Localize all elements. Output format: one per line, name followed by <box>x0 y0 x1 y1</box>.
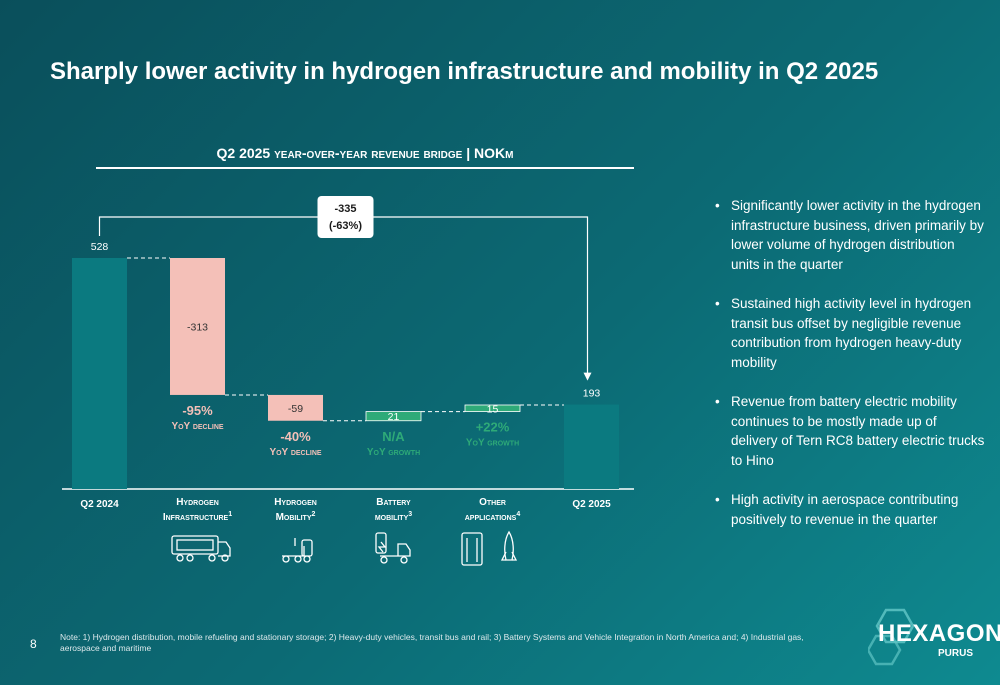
bullet-item: Revenue from battery electric mobility c… <box>715 392 985 470</box>
value-label-0: 528 <box>91 241 109 253</box>
logo-text: HEXAGON <box>878 620 1000 647</box>
category-sublabel-4: applications4 <box>465 511 521 523</box>
category-label-2: Hydrogen <box>274 497 317 508</box>
truck-trailer-icon <box>171 535 231 562</box>
yoy-caption-2: YoY decline <box>269 447 321 458</box>
bar-2 <box>268 394 323 421</box>
bullet-item: High activity in aerospace contributing … <box>715 490 985 529</box>
heavy-truck-icon <box>282 538 313 563</box>
pct-label-2: -40% <box>280 429 311 444</box>
category-label-4: Other <box>479 497 506 508</box>
page-title: Sharply lower activity in hydrogen infra… <box>50 58 879 85</box>
logo-subtext: PURUS <box>938 648 974 659</box>
footnote: Note: 1) Hydrogen distribution, mobile r… <box>60 632 804 653</box>
pct-label-4: +22% <box>476 420 510 435</box>
bar-3 <box>365 411 422 422</box>
hexagon-purus-logo: HEXAGON PURUS <box>868 606 1000 668</box>
bullet-list: Significantly lower activity in the hydr… <box>715 196 985 549</box>
bridge-change-label: -335 <box>334 203 356 215</box>
category-label-5: Q2 2025 <box>572 499 611 510</box>
waterfall-chart: 528 Q2 2024 -313 -95% YoY decline Hydrogen Inf… <box>72 196 619 566</box>
bar-1 <box>170 258 225 395</box>
category-label-3: Battery <box>376 497 411 508</box>
hexagon-logo-icon <box>868 608 915 666</box>
yoy-caption-3: YoY growth <box>367 447 420 458</box>
bridge-arrowhead <box>583 372 592 381</box>
cylinders-rocket-icon <box>461 530 518 566</box>
value-label-4: 15 <box>487 403 499 415</box>
bar-4 <box>464 404 521 412</box>
bullet-item: Sustained high activity level in hydroge… <box>715 294 985 372</box>
bridge-pct-label: (-63%) <box>329 220 362 232</box>
battery-truck-icon <box>375 532 411 564</box>
value-label-1: -313 <box>187 321 208 333</box>
value-label-5: 193 <box>583 388 601 400</box>
category-sublabel-1: Infrastructure1 <box>163 511 232 523</box>
pct-label-3: N/A <box>382 429 405 444</box>
value-label-3: 21 <box>388 411 400 423</box>
footnote-marker: 2 <box>312 511 316 518</box>
yoy-caption-4: YoY growth <box>466 438 519 449</box>
bullet-item: Significantly lower activity in the hydr… <box>715 196 985 274</box>
value-label-2: -59 <box>288 403 303 415</box>
category-label-0: Q2 2024 <box>80 499 119 510</box>
chart-title-rule <box>96 167 634 169</box>
category-label-1: Hydrogen <box>176 497 219 508</box>
category-sublabel-2: Mobility2 <box>276 511 316 523</box>
footnote-marker: 3 <box>408 511 412 518</box>
page-number: 8 <box>30 637 37 651</box>
chart-title: Q2 2025 year-over-year revenue bridge | … <box>216 145 514 161</box>
footnote-marker: 1 <box>228 511 232 518</box>
category-sublabel-3: mobility3 <box>375 511 412 523</box>
bar-0 <box>72 258 127 489</box>
yoy-caption-1: YoY decline <box>171 421 223 432</box>
footnote-marker: 4 <box>516 511 520 518</box>
pct-label-1: -95% <box>182 403 213 418</box>
bar-5 <box>564 404 619 489</box>
bridge-callout-box <box>317 196 374 238</box>
